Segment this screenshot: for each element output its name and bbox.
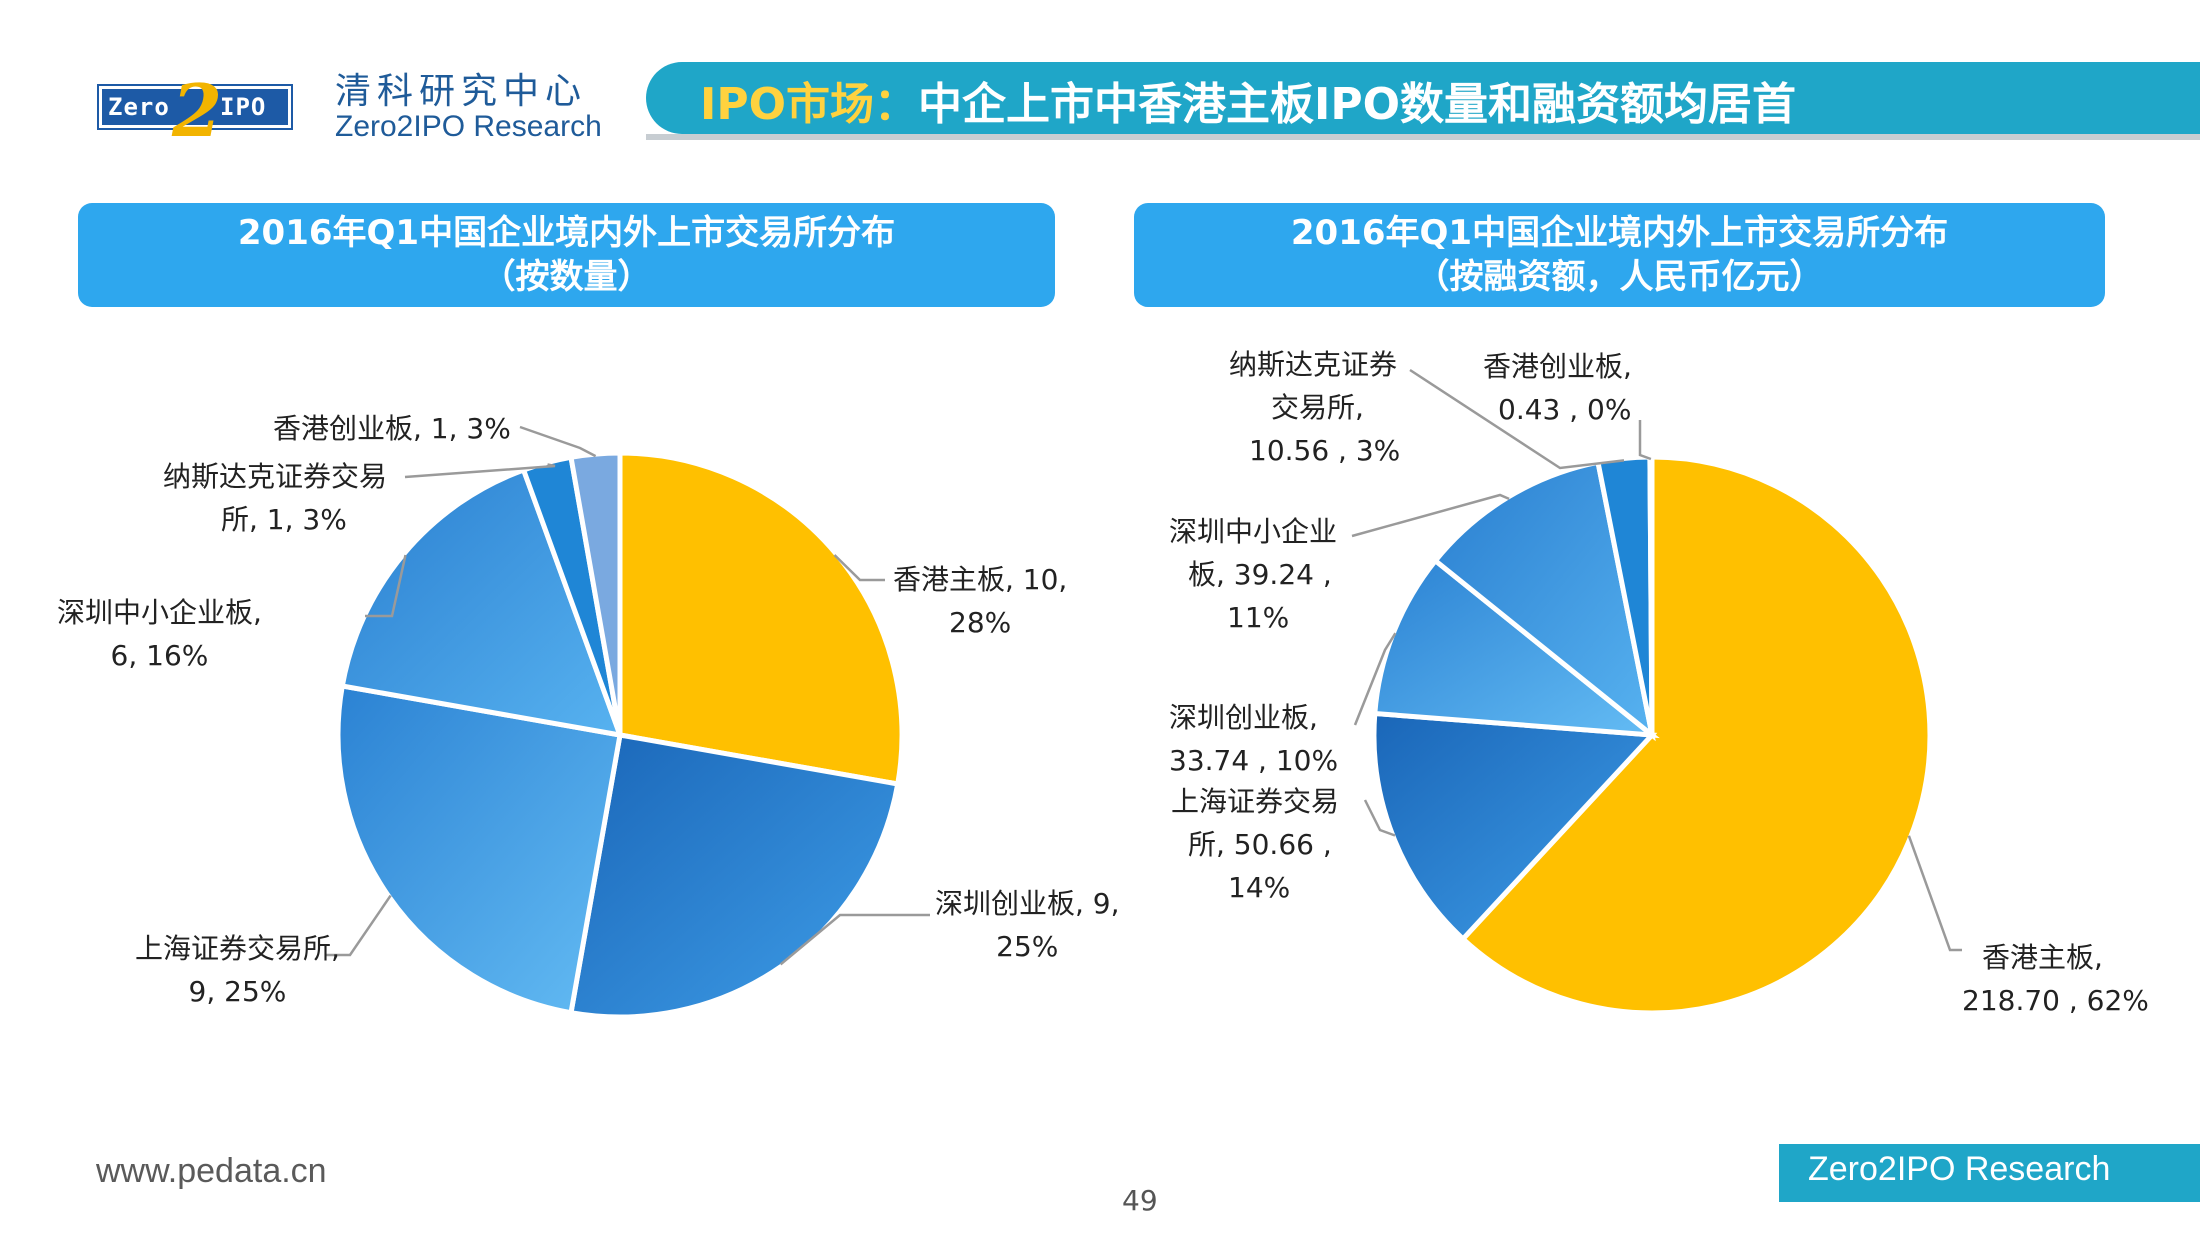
chart-2-label-sz-sme-line2: 板, 39.24 , (1188, 558, 1332, 591)
chart-1-header: 2016年Q1中国企业境内外上市交易所分布 （按数量） (78, 203, 1055, 307)
logo: Zero 2 IPO (97, 71, 293, 151)
chart-1-slice-2 (568, 732, 901, 1020)
chart-1-label-hk-gem: 香港创业板, 1, 3% (273, 407, 511, 450)
chart-2-label-sse-line2: 所, 50.66 , (1188, 828, 1332, 861)
page-title-highlight: IPO市场： (700, 79, 919, 130)
chart-1-label-nasdaq-line2: 所, 1, 3% (221, 503, 347, 536)
brand-name-cn: 清科研究中心 (335, 71, 588, 112)
chart-1-label-hk-main: 香港主板, 10, 28% (893, 558, 1067, 644)
logo-background: Zero 2 IPO (102, 71, 288, 151)
footer-brand-bar (1779, 1144, 2200, 1202)
chart-2-leader-1 (1907, 835, 1962, 952)
chart-2-label-nasdaq-line2: 交易所, (1271, 391, 1364, 424)
chart-2-leader-3 (1353, 632, 1397, 726)
chart-1-label-hk-gem-line1: 香港创业板, 1, 3% (273, 412, 511, 445)
chart-2-slice-2 (1371, 710, 1658, 943)
chart-2-slice-3 (1372, 557, 1660, 739)
chart-2-leader-4 (1351, 493, 1510, 538)
chart-2-leader-2 (1363, 799, 1396, 837)
page-number: 49 (1122, 1184, 1158, 1217)
chart-1-label-hk-main-line2: 28% (949, 606, 1012, 639)
chart-2-label-sse-line1: 上海证券交易 (1171, 785, 1340, 818)
title-bar-shadow (646, 134, 2200, 140)
chart-2-label-sz-gem: 深圳创业板, 33.74 , 10% (1169, 696, 1338, 782)
chart-2-label-hk-gem-line2: 0.43 , 0% (1498, 393, 1632, 426)
chart-1-label-sz-gem-line2: 25% (996, 930, 1059, 963)
chart-1-slice-3 (335, 683, 623, 1016)
brand-name-en: Zero2IPO Research (335, 110, 602, 143)
chart-1-leader-5 (404, 463, 556, 479)
chart-2-label-sz-gem-line2: 33.74 , 10% (1169, 744, 1339, 777)
footer-brand: Zero2IPO Research (1808, 1150, 2111, 1188)
chart-2-label-sz-sme: 深圳中小企业 板, 39.24 , 11% (1169, 510, 1337, 639)
chart-2-label-nasdaq-line3: 10.56 , 3% (1249, 434, 1401, 467)
chart-1-label-sz-sme-line2: 6, 16% (110, 639, 209, 672)
logo-text-ipo: IPO (220, 93, 267, 121)
chart-1-label-sse-line2: 9, 25% (188, 975, 287, 1008)
chart-2-label-nasdaq: 纳斯达克证券 交易所, 10.56 , 3% (1229, 343, 1400, 472)
title-bar (646, 62, 2200, 134)
logo-text-two: 2 (172, 68, 223, 153)
chart-2-label-sz-gem-line1: 深圳创业板, (1169, 701, 1318, 734)
chart-1-label-sz-gem-line1: 深圳创业板, 9, (935, 887, 1120, 920)
chart-1-slice-6 (568, 450, 623, 736)
chart-1-label-sse-line1: 上海证券交易所, (135, 932, 340, 965)
chart-2-label-hk-main-line1: 香港主板, (1982, 941, 2103, 974)
chart-1-slice-4 (339, 466, 624, 739)
chart-2-label-sz-sme-line3: 11% (1227, 601, 1290, 634)
chart-2-label-sse: 上海证券交易 所, 50.66 , 14% (1171, 780, 1339, 909)
chart-1-title: 2016年Q1中国企业境内外上市交易所分布 (237, 213, 896, 253)
chart-2-slice-1 (1459, 454, 1933, 1016)
chart-1-label-sz-sme-line1: 深圳中小企业板, (57, 596, 262, 629)
chart-1-label-nasdaq-line1: 纳斯达克证券交易 (163, 460, 388, 493)
chart-2-label-hk-gem: 香港创业板, 0.43 , 0% (1483, 345, 1632, 431)
chart-2-title: 2016年Q1中国企业境内外上市交易所分布 (1290, 213, 1949, 253)
chart-1-leader-4 (365, 554, 407, 618)
chart-2-label-sz-sme-line1: 深圳中小企业 (1169, 515, 1338, 548)
chart-2-label-hk-main-line2: 218.70 , 62% (1962, 984, 2149, 1017)
chart-2-label-sse-line3: 14% (1228, 871, 1291, 904)
chart-2-header: 2016年Q1中国企业境内外上市交易所分布 （按融资额，人民币亿元） (1134, 203, 2105, 307)
page-title-rest: 中企上市中香港主板IPO数量和融资额均居首 (918, 79, 1797, 130)
chart-2-slice-6 (1647, 454, 1655, 736)
chart-1-label-sz-gem: 深圳创业板, 9, 25% (935, 882, 1120, 968)
footer-url[interactable]: www.pedata.cn (96, 1152, 327, 1190)
chart-2-label-hk-main: 香港主板, 218.70 , 62% (1962, 936, 2149, 1022)
chart-1-leader-2 (779, 913, 930, 966)
chart-2-label-hk-gem-line1: 香港创业板, (1483, 350, 1632, 383)
chart-1-slice-1 (617, 450, 905, 787)
page-title: IPO市场：中企上市中香港主板IPO数量和融资额均居首 (700, 68, 1796, 132)
chart-2-leader-6 (1638, 420, 1652, 461)
chart-1-subtitle: （按数量） (481, 257, 652, 297)
logo-text-zero: Zero (108, 93, 170, 121)
chart-1-label-sz-sme: 深圳中小企业板, 6, 16% (57, 591, 262, 677)
chart-2-subtitle: （按融资额，人民币亿元） (1415, 257, 1824, 297)
chart-2-label-nasdaq-line1: 纳斯达克证券 (1229, 348, 1398, 381)
chart-1-leader-3 (325, 894, 392, 957)
chart-1-leader-1 (833, 554, 885, 582)
chart-1-leader-6 (519, 425, 597, 458)
chart-1-label-sse: 上海证券交易所, 9, 25% (135, 927, 340, 1013)
chart-1-label-nasdaq: 纳斯达克证券交易 所, 1, 3% (163, 455, 387, 541)
chart-1-label-hk-main-line1: 香港主板, 10, (893, 563, 1068, 596)
chart-2-leader-5 (1409, 368, 1625, 470)
